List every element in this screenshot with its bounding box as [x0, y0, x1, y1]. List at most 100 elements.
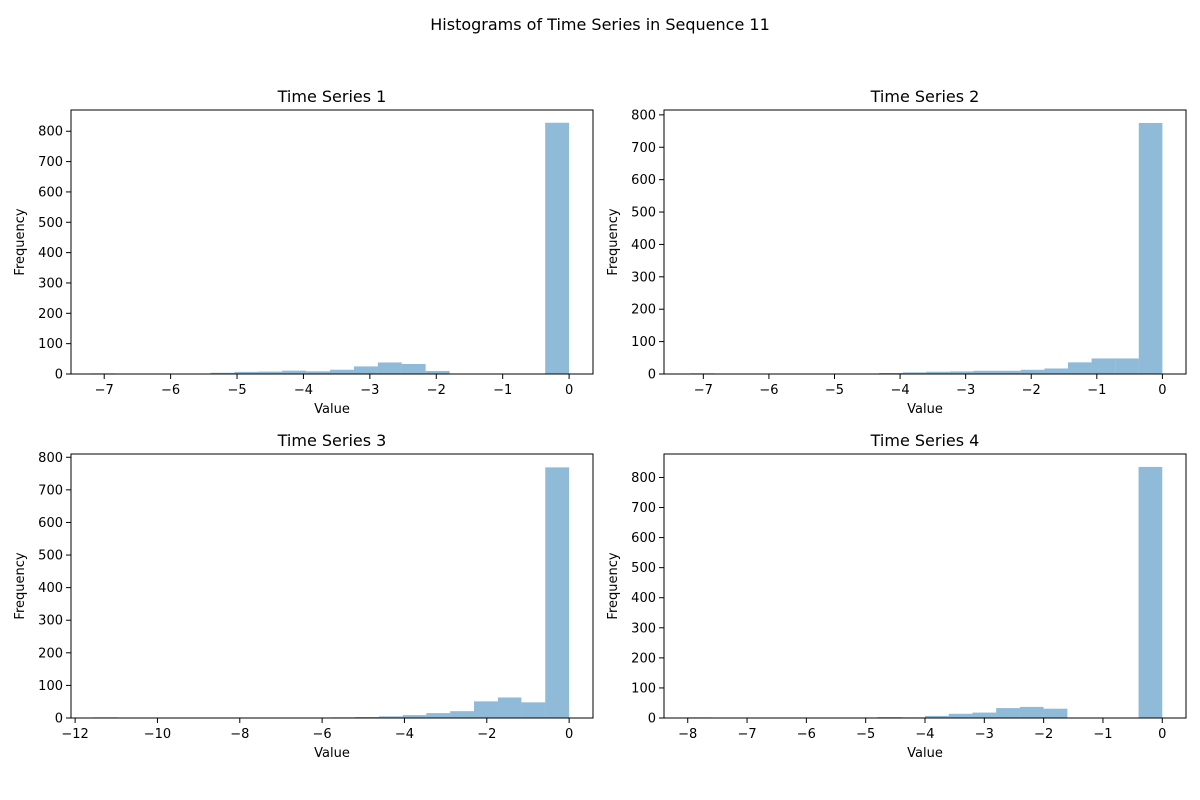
x-tick-label: −3 [956, 383, 975, 398]
x-axis: −7 −6 −5 −4 −3 −2 −1 0 [95, 374, 573, 398]
y-tick-label: 100 [631, 681, 656, 696]
y-tick-label: 600 [631, 531, 656, 546]
y-tick-label: 200 [38, 646, 63, 661]
y-tick-label: 300 [631, 270, 656, 285]
histogram-bar [1044, 368, 1068, 374]
y-axis-label: Frequency [13, 552, 28, 619]
y-tick-label: 500 [631, 206, 656, 221]
y-tick-label: 0 [55, 368, 63, 383]
histogram-bar [377, 362, 402, 374]
y-tick-label: 500 [38, 549, 63, 564]
histogram-bar [1138, 122, 1163, 374]
figure-title: Histograms of Time Series in Sequence 11 [430, 15, 770, 34]
plot-frame [663, 453, 1187, 719]
y-tick-label: 100 [38, 337, 63, 352]
y-tick-label: 800 [631, 471, 656, 486]
histogram-bar [210, 372, 235, 374]
histogram-bar [902, 372, 927, 374]
x-tick-label: −3 [975, 727, 994, 742]
x-tick-label: −7 [95, 383, 114, 398]
histogram-bars [90, 122, 570, 374]
x-tick-label: −2 [1022, 383, 1041, 398]
y-axis: 0 100 200 300 400 500 600 700 800 [38, 125, 71, 383]
histogram-bar [425, 370, 450, 374]
y-tick-label: 600 [631, 173, 656, 188]
histogram-bars [93, 467, 570, 718]
x-tick-label: −3 [360, 383, 379, 398]
histogram-bar [545, 467, 570, 718]
y-tick-label: 400 [38, 246, 63, 261]
x-tick-label: 0 [1158, 383, 1166, 398]
x-tick-label: −7 [737, 727, 756, 742]
histogram-panel-1: −7 −6 −5 −4 −3 −2 −1 0 0 100 200 300 400 500 600 700 80… [13, 87, 594, 417]
x-tick-label: −6 [797, 727, 816, 742]
x-tick-label: −2 [427, 383, 446, 398]
panel-title: Time Series 4 [870, 431, 980, 450]
y-tick-label: 400 [631, 591, 656, 606]
x-axis-label: Value [907, 402, 943, 417]
x-tick-label: −2 [1034, 727, 1053, 742]
x-axis-label: Value [907, 746, 943, 761]
y-tick-label: 0 [55, 712, 63, 727]
histogram-bar [258, 371, 283, 374]
histogram-bar [306, 371, 331, 374]
histogram-bar [972, 712, 997, 718]
y-tick-label: 500 [631, 561, 656, 576]
histogram-bar [996, 708, 1020, 718]
y-tick-label: 600 [38, 516, 63, 531]
y-axis-label: Frequency [13, 208, 28, 275]
plot-frame [663, 109, 1187, 375]
histogram-panel-4: −8 −7 −6 −5 −4 −3 −2 −1 0 0 100 200 300 400 500 600 700… [606, 431, 1187, 761]
y-tick-label: 200 [38, 307, 63, 322]
histogram-bar [1091, 358, 1116, 374]
y-tick-label: 200 [631, 651, 656, 666]
x-tick-label: −1 [493, 383, 512, 398]
x-tick-label: −8 [678, 727, 697, 742]
x-tick-label: −10 [144, 727, 171, 742]
x-tick-label: −7 [694, 383, 713, 398]
y-tick-label: 300 [38, 614, 63, 629]
plot-frame [70, 109, 594, 375]
histogram-bar [378, 716, 403, 718]
y-tick-label: 300 [38, 276, 63, 291]
y-tick-label: 500 [38, 216, 63, 231]
x-tick-label: −6 [313, 727, 332, 742]
histogram-bar [282, 370, 307, 374]
y-tick-label: 400 [38, 581, 63, 596]
x-axis-label: Value [314, 746, 350, 761]
histogram-bar [1043, 708, 1068, 718]
x-tick-label: −8 [230, 727, 249, 742]
y-axis: 0 100 200 300 400 500 600 700 800 [631, 108, 664, 383]
y-tick-label: 700 [38, 483, 63, 498]
x-axis: −8 −7 −6 −5 −4 −3 −2 −1 0 [678, 718, 1166, 742]
histogram-bar [948, 713, 973, 718]
y-tick-label: 300 [631, 621, 656, 636]
x-tick-label: −4 [294, 383, 313, 398]
histogram-bar [973, 370, 998, 374]
x-tick-label: −6 [759, 383, 778, 398]
histogram-bar [1020, 369, 1045, 374]
histogram-bar [997, 370, 1021, 374]
histogram-bar [925, 715, 949, 718]
y-tick-label: 700 [631, 141, 656, 156]
x-tick-label: −5 [825, 383, 844, 398]
y-axis: 0 100 200 300 400 500 600 700 800 [38, 451, 71, 727]
x-axis-label: Value [314, 402, 350, 417]
histogram-bar [234, 371, 259, 374]
x-tick-label: −4 [915, 727, 934, 742]
histogram-panel-2: −7 −6 −5 −4 −3 −2 −1 0 0 100 200 300 400 500 600 700 80… [606, 87, 1187, 417]
x-tick-label: −4 [395, 727, 414, 742]
y-tick-label: 600 [38, 185, 63, 200]
x-tick-label: 0 [565, 727, 573, 742]
x-tick-label: −5 [856, 727, 875, 742]
histogram-bar [1138, 466, 1163, 718]
histogram-bar [1067, 362, 1092, 374]
y-tick-label: 0 [648, 368, 656, 383]
y-tick-label: 800 [631, 108, 656, 123]
histogram-panel-3: −12 −10 −8 −6 −4 −2 0 0 100 200 300 400 500 600 700 80… [13, 431, 594, 761]
histogram-bar [401, 363, 426, 374]
y-axis: 0 100 200 300 400 500 600 700 800 [631, 471, 664, 727]
x-tick-label: 0 [565, 383, 573, 398]
y-tick-label: 800 [38, 451, 63, 466]
